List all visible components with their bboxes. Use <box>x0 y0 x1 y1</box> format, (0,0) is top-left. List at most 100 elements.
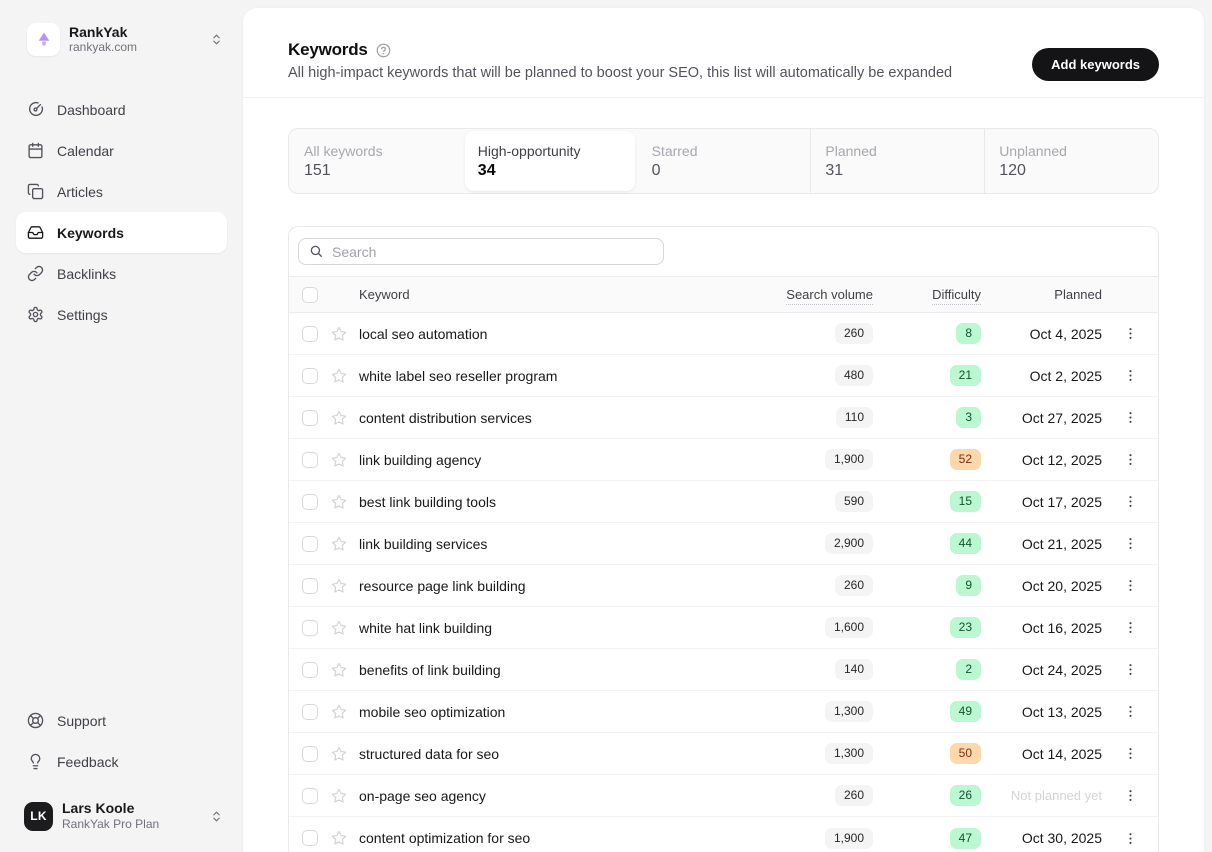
star-icon[interactable] <box>331 368 359 384</box>
row-menu-button[interactable] <box>1119 322 1142 345</box>
column-header-difficulty[interactable]: Difficulty <box>932 287 981 305</box>
star-icon[interactable] <box>331 536 359 552</box>
row-menu-button[interactable] <box>1119 616 1142 639</box>
search-icon <box>309 244 323 258</box>
tab-high-opportunity[interactable]: High-opportunity 34 <box>464 131 635 191</box>
keyword-text[interactable]: resource page link building <box>359 577 526 594</box>
table-row: on-page seo agency 260 26 Not planned ye… <box>289 775 1158 817</box>
sidebar-item-articles[interactable]: Articles <box>16 171 227 212</box>
row-checkbox[interactable] <box>302 493 318 510</box>
keyword-text[interactable]: content optimization for seo <box>359 830 531 846</box>
sidebar-item-feedback[interactable]: Feedback <box>16 741 227 782</box>
row-menu-button[interactable] <box>1119 827 1142 850</box>
row-menu-button[interactable] <box>1119 406 1142 429</box>
star-icon[interactable] <box>331 788 359 804</box>
row-menu-button[interactable] <box>1119 700 1142 723</box>
difficulty-badge: 44 <box>949 533 981 554</box>
row-checkbox[interactable] <box>302 325 318 342</box>
calendar-icon <box>27 142 44 159</box>
row-checkbox[interactable] <box>302 745 318 762</box>
keyword-text[interactable]: benefits of link building <box>359 661 501 678</box>
planned-date: Oct 14, 2025 <box>1021 745 1102 762</box>
keyword-text[interactable]: white hat link building <box>359 619 493 636</box>
search-volume-badge: 140 <box>834 659 873 680</box>
row-checkbox[interactable] <box>302 619 318 636</box>
help-circle-icon[interactable] <box>376 43 391 58</box>
row-menu-button[interactable] <box>1119 490 1142 513</box>
row-checkbox[interactable] <box>302 703 318 720</box>
star-icon[interactable] <box>331 704 359 720</box>
star-icon[interactable] <box>331 620 359 636</box>
tab-all-keywords[interactable]: All keywords 151 <box>304 142 383 179</box>
sidebar-item-label: Backlinks <box>57 265 117 282</box>
difficulty-badge: 26 <box>949 785 981 806</box>
row-checkbox[interactable] <box>302 787 318 804</box>
gauge-icon <box>27 101 44 118</box>
sidebar-item-calendar[interactable]: Calendar <box>16 130 227 171</box>
search-volume-badge: 1,900 <box>824 449 873 470</box>
search-input[interactable] <box>298 238 664 265</box>
planned-date: Oct 12, 2025 <box>1021 451 1102 468</box>
table-row: content optimization for seo 1,900 47 Oc… <box>289 817 1158 852</box>
keyword-text[interactable]: mobile seo optimization <box>359 703 506 720</box>
row-menu-button[interactable] <box>1119 532 1142 555</box>
table-row: content distribution services 110 3 Oct … <box>289 397 1158 439</box>
keyword-text[interactable]: white label seo reseller program <box>359 367 558 384</box>
sidebar-item-dashboard[interactable]: Dashboard <box>16 89 227 130</box>
star-icon[interactable] <box>331 746 359 762</box>
star-icon[interactable] <box>331 410 359 426</box>
keyword-text[interactable]: local seo automation <box>359 325 488 342</box>
brand-domain: rankyak.com <box>69 40 138 54</box>
star-icon[interactable] <box>331 494 359 510</box>
star-icon[interactable] <box>331 830 359 846</box>
keyword-text[interactable]: content distribution services <box>359 409 532 426</box>
sidebar-item-settings[interactable]: Settings <box>16 294 227 335</box>
difficulty-badge: 9 <box>956 575 981 596</box>
tab-starred[interactable]: Starred 0 <box>651 142 698 179</box>
row-menu-button[interactable] <box>1119 784 1142 807</box>
star-icon[interactable] <box>331 578 359 594</box>
row-checkbox[interactable] <box>302 577 318 594</box>
row-menu-button[interactable] <box>1119 364 1142 387</box>
search-volume-badge: 110 <box>835 407 873 428</box>
keyword-text[interactable]: link building services <box>359 535 488 552</box>
add-keywords-button[interactable]: Add keywords <box>1032 48 1159 81</box>
keyword-text[interactable]: best link building tools <box>359 493 496 510</box>
row-checkbox[interactable] <box>302 535 318 552</box>
planned-date: Oct 20, 2025 <box>1021 577 1102 594</box>
tab-planned[interactable]: Planned 31 <box>810 129 984 193</box>
star-icon[interactable] <box>331 326 359 342</box>
star-icon[interactable] <box>331 452 359 468</box>
tab-unplanned[interactable]: Unplanned 120 <box>984 129 1158 193</box>
keyword-text[interactable]: structured data for seo <box>359 745 500 762</box>
rankyak-logo-icon <box>27 23 60 56</box>
row-checkbox[interactable] <box>302 451 318 468</box>
row-menu-button[interactable] <box>1119 448 1142 471</box>
row-checkbox[interactable] <box>302 409 318 426</box>
table-row: best link building tools 590 15 Oct 17, … <box>289 481 1158 523</box>
planned-date: Not planned yet <box>1010 788 1102 803</box>
row-checkbox[interactable] <box>302 830 318 846</box>
row-checkbox[interactable] <box>302 367 318 384</box>
sidebar-item-keywords[interactable]: Keywords <box>16 212 227 253</box>
planned-date: Oct 21, 2025 <box>1021 535 1102 552</box>
search-volume-badge: 260 <box>834 323 873 344</box>
row-checkbox[interactable] <box>302 661 318 678</box>
planned-date: Oct 13, 2025 <box>1021 703 1102 720</box>
column-header-search-volume[interactable]: Search volume <box>786 287 873 305</box>
row-menu-button[interactable] <box>1119 574 1142 597</box>
row-menu-button[interactable] <box>1119 742 1142 765</box>
user-menu[interactable]: LK Lars Koole RankYak Pro Plan <box>16 800 227 832</box>
sidebar-item-backlinks[interactable]: Backlinks <box>16 253 227 294</box>
star-icon[interactable] <box>331 662 359 678</box>
sidebar-item-label: Articles <box>57 183 103 200</box>
page-title: Keywords <box>288 40 368 59</box>
search-volume-badge: 260 <box>834 575 873 596</box>
search-volume-badge: 480 <box>834 365 873 386</box>
sidebar-item-support[interactable]: Support <box>16 700 227 741</box>
keyword-text[interactable]: link building agency <box>359 451 482 468</box>
row-menu-button[interactable] <box>1119 658 1142 681</box>
keyword-text[interactable]: on-page seo agency <box>359 787 486 804</box>
workspace-switcher[interactable]: RankYak rankyak.com <box>16 23 227 56</box>
select-all-checkbox[interactable] <box>302 286 318 303</box>
